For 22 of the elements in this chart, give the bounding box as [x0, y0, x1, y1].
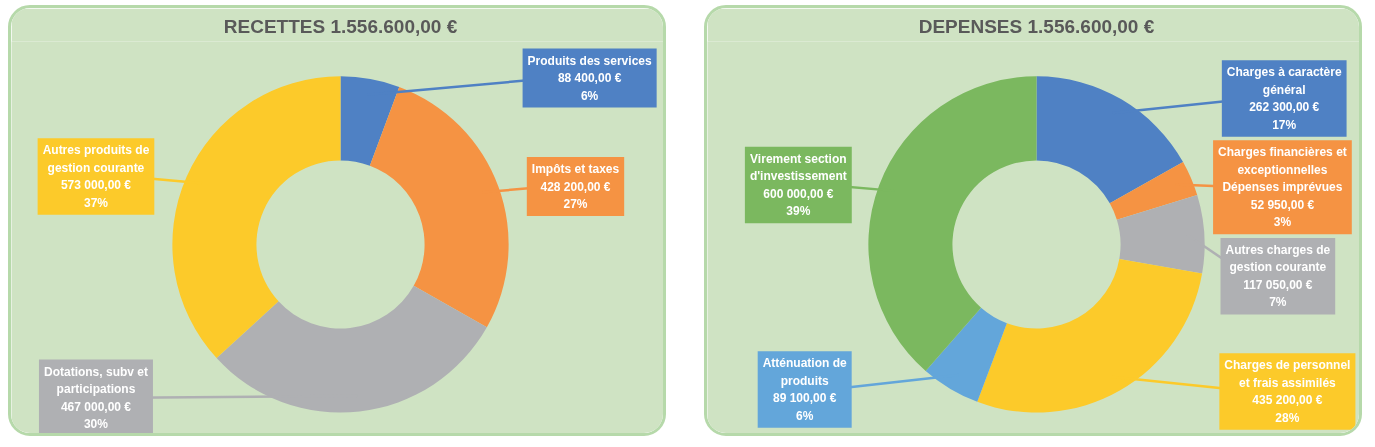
data-label: 467 000,00 € 30% — [60, 399, 132, 432]
data-label: 573 000,00 € 37% — [60, 178, 132, 210]
slice-label: Impôts et taxes — [531, 162, 620, 177]
slice-label: Charges financières et exceptionnelles Dépenses imprévues — [1218, 145, 1347, 195]
slice-label: Charges de personnel et frais assimilés — [1224, 358, 1351, 390]
data-label: 262 300,00 € 17% — [1249, 100, 1320, 132]
slice-label: Virement section d'investissement — [749, 151, 847, 184]
slice-label: Autres produits de gestion courante — [42, 143, 150, 175]
slice-label: Atténuation de produits — [762, 356, 848, 388]
slice-label: Produits des services — [527, 53, 652, 68]
slice-label: Dotations, subv et participations — [43, 364, 148, 397]
data-label: 88 400,00 € 6% — [557, 71, 622, 103]
chart-title: DEPENSES 1.556.600,00 € — [918, 15, 1155, 37]
data-label: 89 100,00 € 6% — [772, 391, 837, 423]
data-label: 52 950,00 € 3% — [1250, 197, 1315, 230]
data-label: 428 200,00 € 27% — [540, 179, 611, 212]
slice-label: Charges à caractère général — [1226, 65, 1342, 97]
data-label: 117 050,00 € 7% — [1243, 277, 1313, 310]
slice-label: Autres charges de gestion courante — [1225, 242, 1331, 275]
data-label: 600 000,00 € 39% — [763, 186, 834, 219]
data-label: 435 200,00 € 28% — [1252, 393, 1323, 425]
chart-title: RECETTES 1.556.600,00 € — [223, 15, 458, 37]
